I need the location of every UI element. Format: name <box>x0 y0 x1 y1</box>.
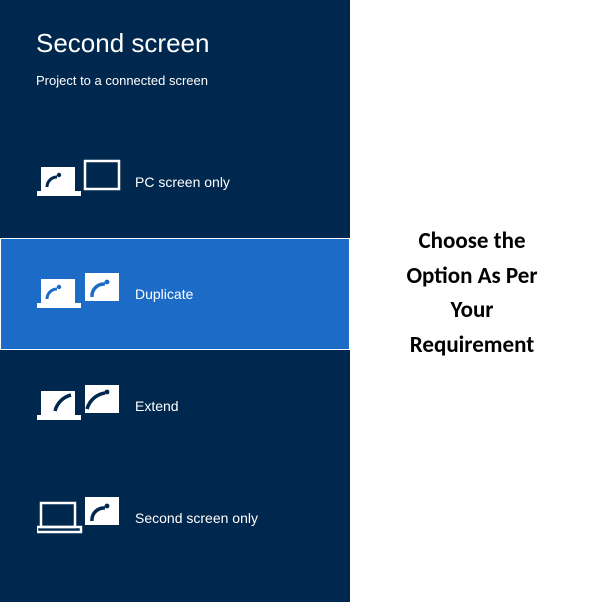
option-second-screen-only[interactable]: Second screen only <box>0 462 350 574</box>
option-label: Extend <box>135 398 179 414</box>
duplicate-icon <box>37 269 121 319</box>
option-label: Second screen only <box>135 510 258 526</box>
extend-icon <box>37 381 121 431</box>
annotation-line: Your <box>350 293 594 328</box>
second-screen-panel: Second screen Project to a connected scr… <box>0 0 350 602</box>
annotation-line: Choose the <box>350 224 594 259</box>
panel-subtitle: Project to a connected screen <box>0 73 350 88</box>
second-screen-only-icon <box>37 493 121 543</box>
annotation-line: Requirement <box>350 328 594 363</box>
option-duplicate[interactable]: Duplicate <box>0 238 350 350</box>
annotation-line: Option As Per <box>350 259 594 294</box>
option-label: Duplicate <box>135 286 193 302</box>
panel-title: Second screen <box>0 28 350 59</box>
pc-screen-only-icon <box>37 157 121 207</box>
annotation-text: Choose the Option As Per Your Requiremen… <box>350 224 594 362</box>
option-pc-screen-only[interactable]: PC screen only <box>0 126 350 238</box>
option-extend[interactable]: Extend <box>0 350 350 462</box>
option-label: PC screen only <box>135 174 230 190</box>
annotation-area: Choose the Option As Per Your Requiremen… <box>350 0 594 362</box>
